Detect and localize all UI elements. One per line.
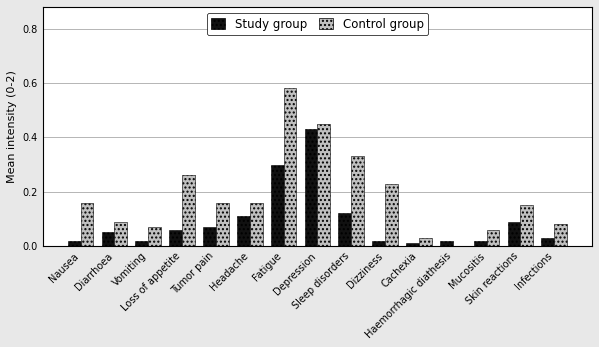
Bar [507, 222, 521, 246]
Bar [304, 129, 317, 246]
Bar [406, 243, 419, 246]
Bar [203, 227, 216, 246]
Bar [182, 175, 195, 246]
Bar [283, 88, 297, 246]
Bar [385, 184, 398, 246]
Bar [419, 238, 432, 246]
Bar [135, 240, 148, 246]
Bar [148, 227, 161, 246]
Bar [486, 230, 500, 246]
Bar [216, 203, 229, 246]
Bar [521, 205, 533, 246]
Bar [80, 203, 93, 246]
Bar [541, 238, 554, 246]
Legend: Study group, Control group: Study group, Control group [207, 13, 428, 35]
Y-axis label: Mean intensity (0-2): Mean intensity (0-2) [7, 70, 17, 183]
Bar [351, 156, 364, 246]
Bar [102, 232, 114, 246]
Bar [554, 224, 567, 246]
Bar [250, 203, 262, 246]
Bar [169, 230, 182, 246]
Bar [271, 164, 283, 246]
Bar [237, 216, 250, 246]
Bar [114, 222, 127, 246]
Bar [317, 124, 330, 246]
Bar [474, 240, 486, 246]
Bar [372, 240, 385, 246]
Bar [338, 213, 351, 246]
Bar [440, 240, 453, 246]
Bar [68, 240, 80, 246]
